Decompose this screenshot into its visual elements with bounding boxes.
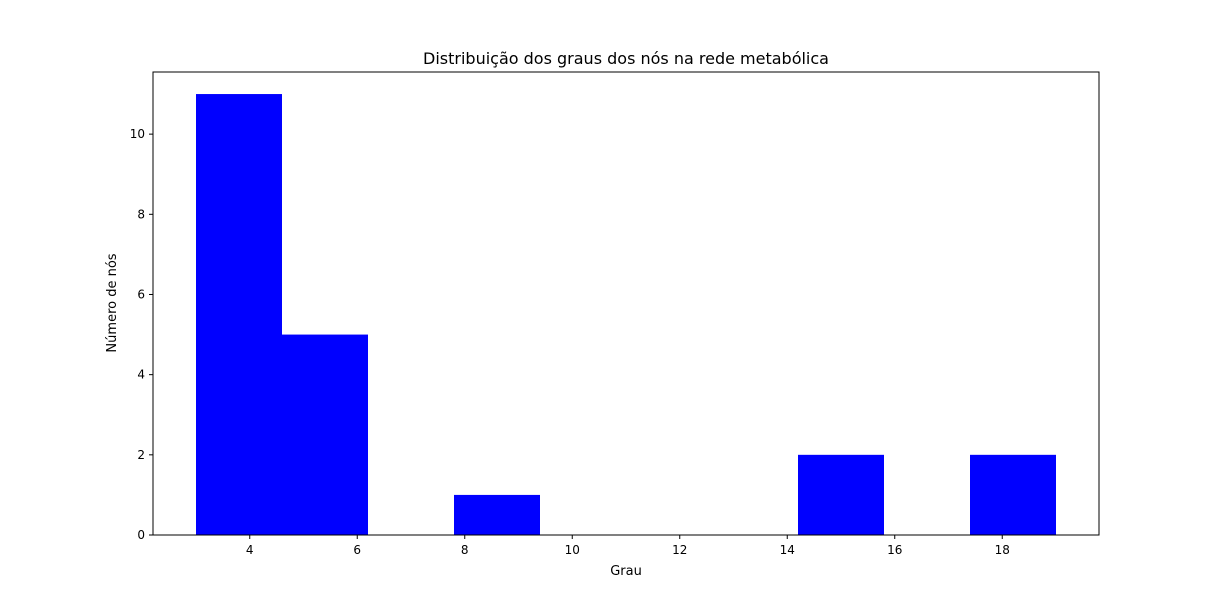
x-tick-label: 6 (353, 543, 361, 557)
histogram-bar (282, 334, 368, 535)
x-tick-label: 12 (672, 543, 687, 557)
x-tick-label: 14 (780, 543, 795, 557)
y-tick-label: 2 (137, 448, 145, 462)
y-tick-label: 4 (137, 368, 145, 382)
plot-frame (152, 71, 1100, 536)
x-tick-label: 8 (461, 543, 469, 557)
y-tick-label: 8 (137, 207, 145, 221)
x-tick-label: 10 (565, 543, 580, 557)
chart-title: Distribuição dos graus dos nós na rede m… (423, 49, 829, 68)
y-ticks-group: 0 2 4 6 8 10 (130, 127, 153, 542)
x-tick-label: 4 (246, 543, 254, 557)
y-tick-label: 0 (137, 528, 145, 542)
x-tick-label: 16 (887, 543, 902, 557)
histogram-bar (798, 454, 884, 535)
bars-group (196, 94, 1056, 536)
y-axis-label: Número de nós (105, 253, 120, 352)
histogram-bar (970, 454, 1056, 535)
x-tick-label: 18 (995, 543, 1010, 557)
histogram-bar (454, 494, 540, 535)
x-axis-label: Grau (610, 564, 642, 579)
y-tick-label: 6 (137, 287, 145, 301)
histogram-bar (196, 94, 282, 536)
y-tick-label: 10 (130, 127, 145, 141)
x-ticks-group: 4 6 8 10 12 14 16 18 (246, 535, 1010, 557)
